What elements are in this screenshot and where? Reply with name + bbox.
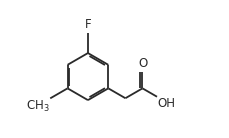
Text: OH: OH (158, 98, 176, 111)
Text: CH$_3$: CH$_3$ (26, 99, 49, 114)
Text: F: F (85, 18, 91, 31)
Text: O: O (138, 57, 147, 70)
